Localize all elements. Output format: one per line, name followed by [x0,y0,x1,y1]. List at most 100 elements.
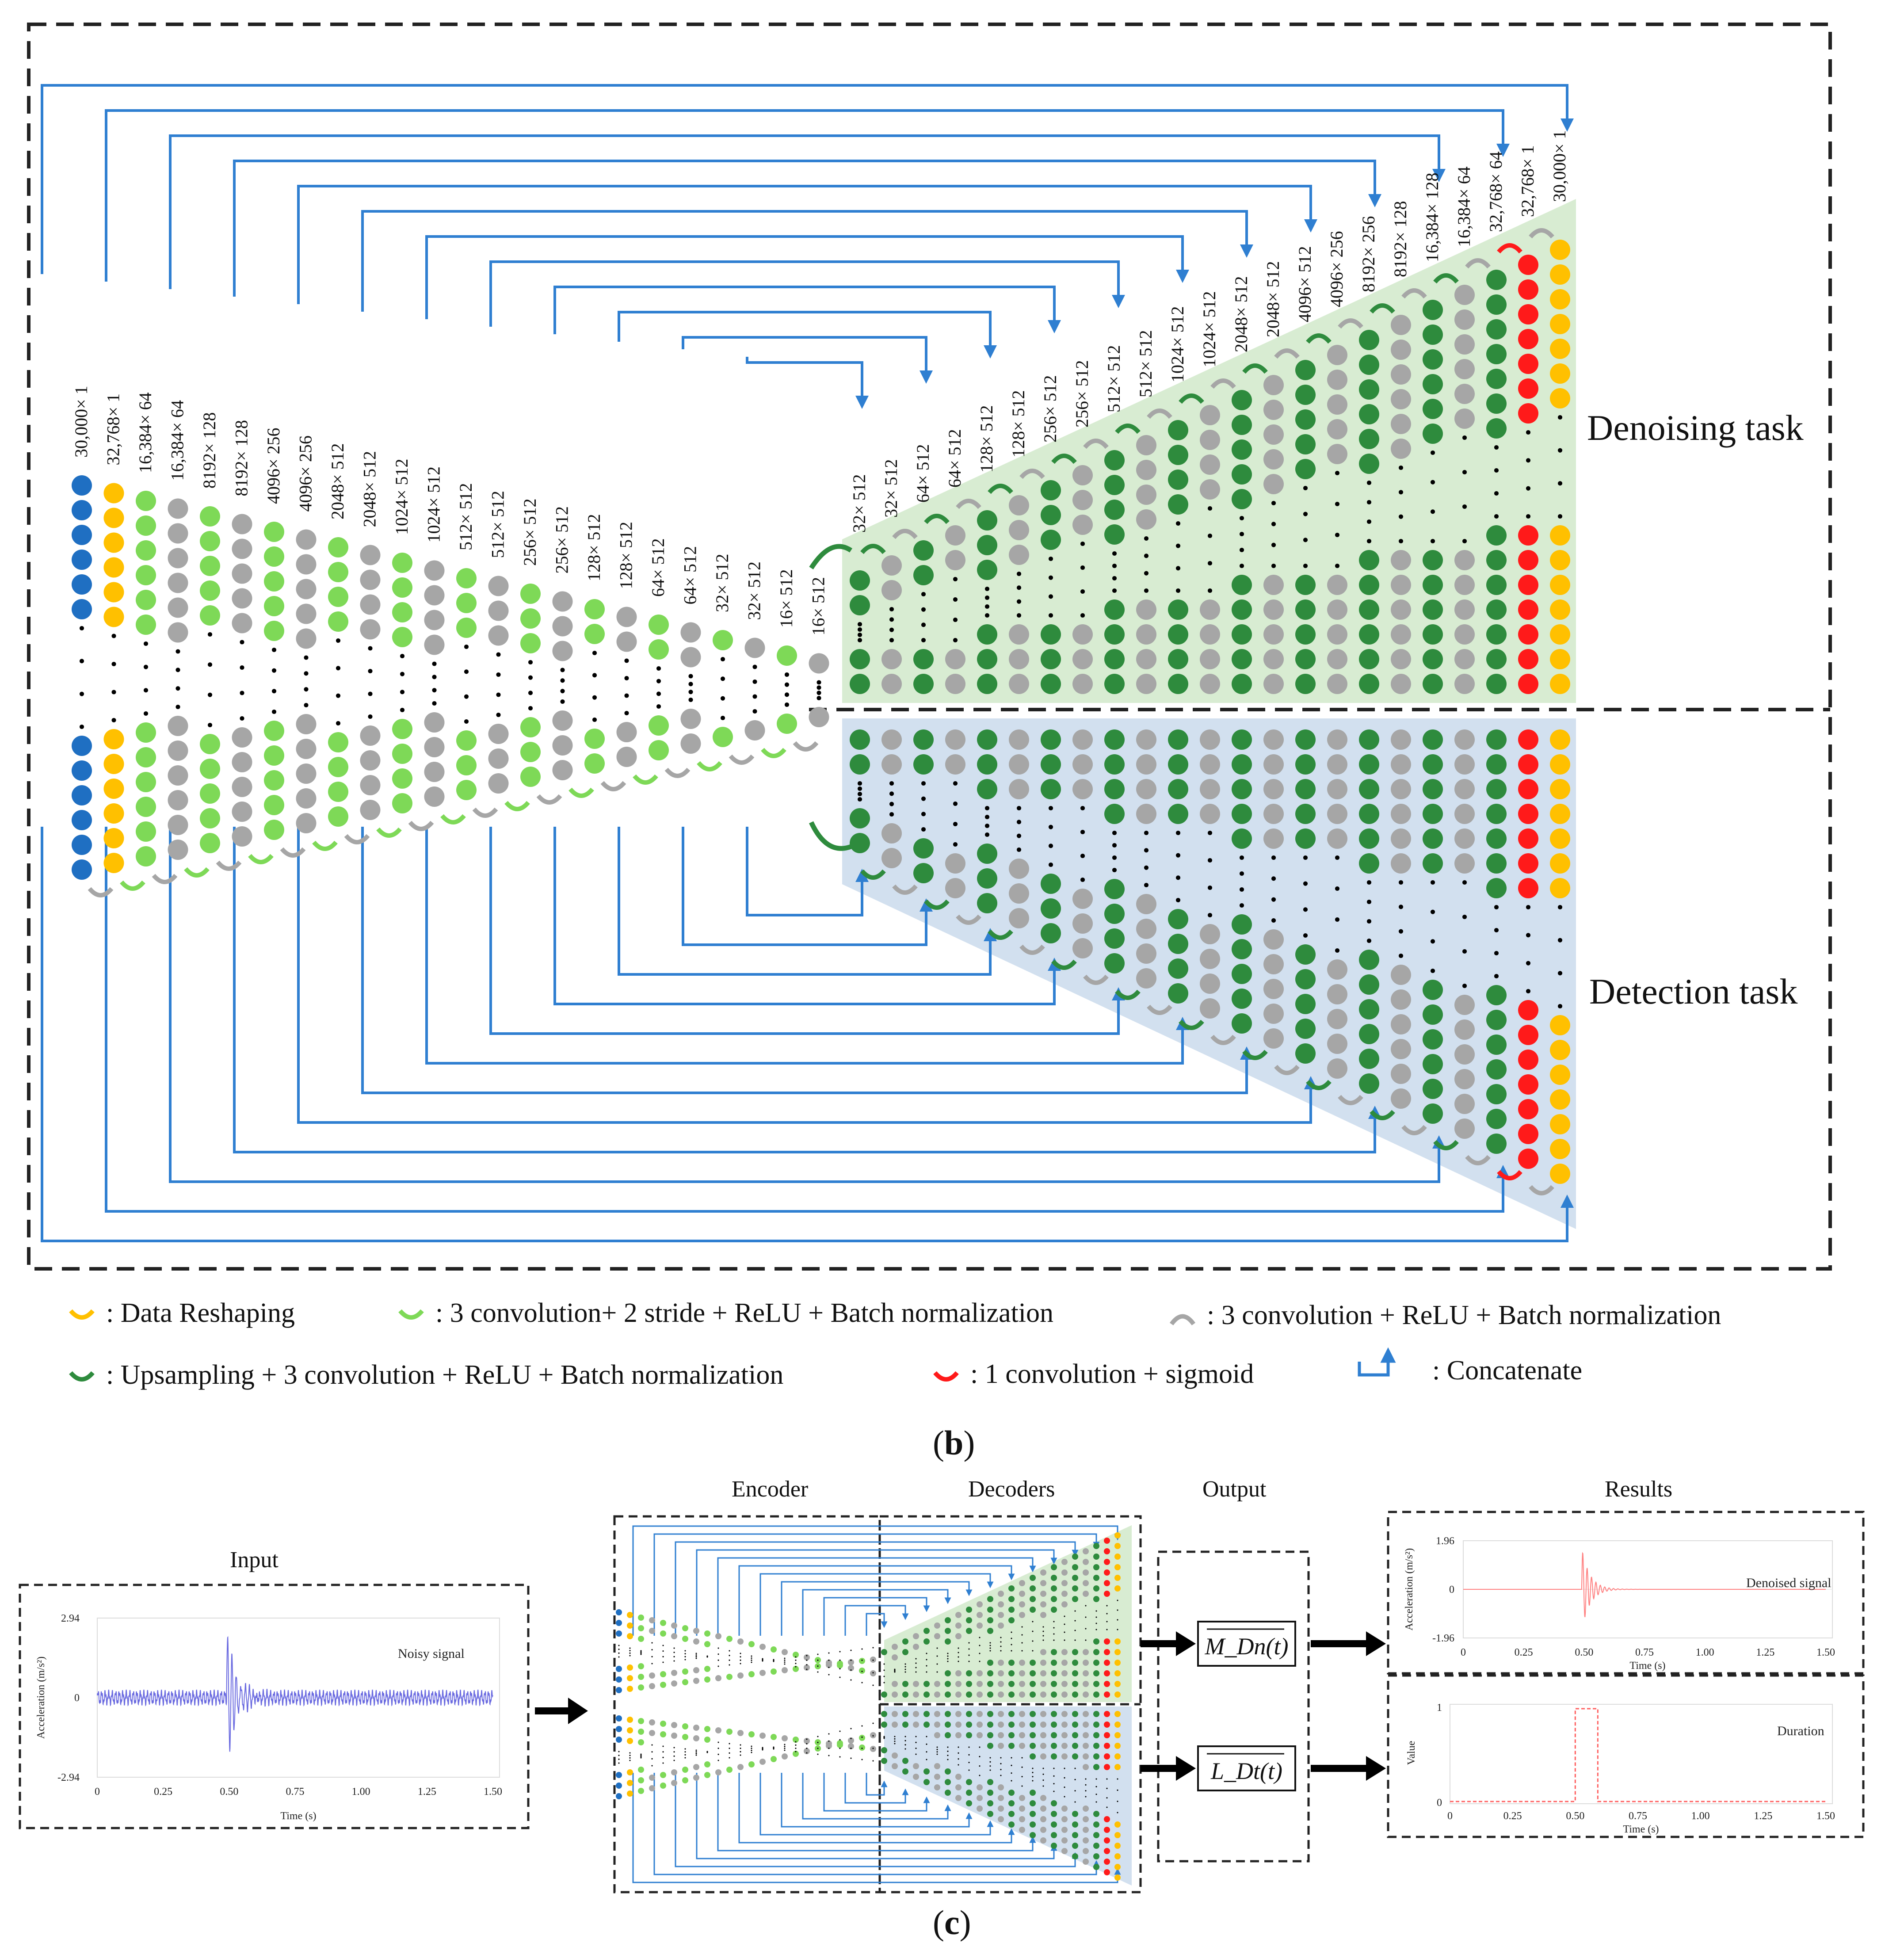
denoise-node [1359,429,1379,449]
decoder-operation-arrow-icon [1210,378,1236,389]
denoise-node [1550,240,1570,260]
mini-detect-node [1051,1811,1057,1817]
ellipsis-dot [240,691,244,695]
ellipsis-dot [784,1745,786,1747]
detect-node [1295,944,1316,965]
skip-connection-arrow [553,827,1061,1005]
mini-denoise-node [945,1681,951,1687]
decoder-dim-label: 16,384× 64 [1454,166,1474,247]
detect-node [1072,729,1093,750]
decoder-operation-arrow-icon [1497,1170,1522,1180]
ellipsis-dot [1032,1640,1034,1642]
ellipsis-dot [795,1744,797,1746]
ellipsis-dot [1207,830,1213,836]
decoder-dim-label: 16,384× 128 [1422,172,1442,262]
mini-denoise-node [1093,1543,1099,1549]
encoder-operation-arrow-icon [88,887,114,897]
ellipsis-dot [640,1653,642,1655]
skip-connection-arrow [553,286,1061,334]
ellipsis-dot [1021,1757,1023,1759]
ellipsis-dot [1016,571,1022,576]
mini-detect-node [998,1732,1004,1738]
ellipsis-dot [915,1748,917,1749]
ellipsis-dot [861,1682,863,1683]
panel-b-frame [27,23,1832,1271]
mini-detect-node [977,1806,983,1812]
ellipsis-dot [872,1672,874,1674]
detect-node [1168,958,1188,979]
ellipsis-dot [872,1659,874,1661]
denoise-node [1168,420,1188,440]
encoder-conv-node [232,802,252,822]
detect-node [1263,828,1284,849]
denoise-node [1041,505,1061,525]
denoise-node [1136,460,1156,480]
mini-detect-node [977,1722,983,1728]
decoder-dim-label: 32× 512 [849,474,869,533]
mini-detect-node [945,1722,951,1728]
denoise-node [1550,264,1570,285]
mini-denoise-node [1008,1617,1015,1623]
ellipsis-dot [984,595,990,600]
ellipsis-dot [1042,1779,1044,1781]
ellipsis-dot [706,1656,708,1658]
denoise-node [1232,649,1252,669]
mini-detect-node [1030,1722,1036,1728]
mini-denoise-node [902,1649,908,1655]
ellipsis-dot [684,1751,686,1753]
decoder-dim-label: 30,000× 1 [1549,130,1569,202]
denoise-node [1391,389,1411,409]
encoder-strided-node [200,833,220,853]
ellipsis-dot [817,691,821,695]
detect-node [1136,968,1156,989]
mini-denoise-node [1114,1585,1121,1592]
decoder-operation-arrow-icon [956,499,981,509]
ellipsis-dot [850,1649,852,1651]
detect-node [1391,965,1411,985]
ellipsis-dot [984,823,990,828]
input-node [72,574,92,595]
ellipsis-dot [947,1655,949,1657]
mini-denoise-node [1083,1548,1089,1554]
denoise-node [1454,599,1475,620]
detect-node [1359,779,1379,799]
encoder-operation-arrow-icon [633,774,658,785]
ellipsis-dot [1106,1621,1108,1622]
denoise-node [1263,575,1284,595]
ellipsis-dot [857,622,862,627]
mini-detect-node [977,1711,983,1717]
x-tick-label: 1.00 [352,1786,370,1798]
ellipsis-dot [904,1744,906,1746]
ellipsis-dot [850,1757,852,1759]
encoder-conv-node [360,594,381,615]
ellipsis-dot [1000,1650,1002,1652]
ellipsis-dot [1271,542,1276,547]
ellipsis-dot [592,695,597,700]
ellipsis-dot [1366,538,1372,544]
encoder-conv-node [168,765,188,786]
ellipsis-dot [1032,1650,1034,1652]
mini-detect-node [1061,1816,1068,1822]
mini-denoise-node [1051,1670,1057,1676]
ellipsis-dot [79,724,84,729]
encoder-strided-node [649,639,669,660]
mini-detect-node [966,1800,972,1806]
mini-encoder-node [649,1683,655,1689]
detect-node [1550,1040,1570,1060]
denoise-node [1486,270,1507,290]
mini-denoise-node [892,1681,898,1687]
encoder-conv-node [424,737,445,757]
reshape-node [103,853,124,873]
ellipsis-dot [629,1650,631,1652]
encoder-conv-node [360,750,381,771]
ellipsis-dot [857,632,862,637]
mini-encoder-node [638,1663,644,1669]
ellipsis-dot [720,715,725,721]
ellipsis-dot [1398,490,1404,495]
detect-node [1009,883,1029,904]
detect-node [1009,859,1029,879]
mini-encoder-node [616,1687,622,1693]
denoise-node [945,674,965,694]
detect-node [1072,754,1093,775]
encoder-strided-node [520,633,541,653]
